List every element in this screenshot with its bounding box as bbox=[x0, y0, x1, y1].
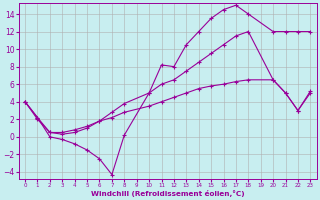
X-axis label: Windchill (Refroidissement éolien,°C): Windchill (Refroidissement éolien,°C) bbox=[91, 190, 244, 197]
